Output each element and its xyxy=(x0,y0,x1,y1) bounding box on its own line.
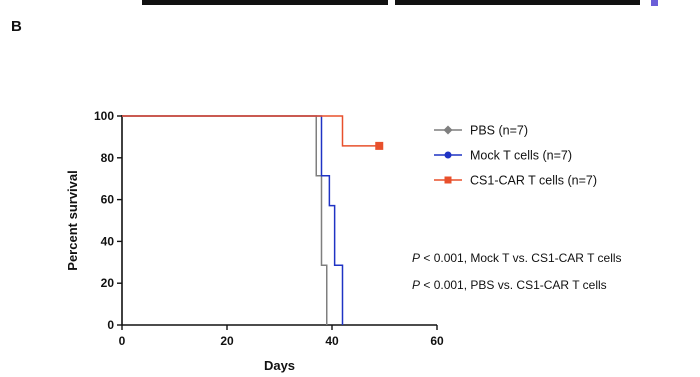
legend-label-3: CS1-CAR T cells (n=7) xyxy=(470,174,597,188)
legend-marker-1 xyxy=(443,125,453,135)
survival-plot: 0 20 40 60 80 100 0 20 40 60 Days Percent survival xyxy=(65,109,444,373)
legend-label-2: Mock T cells (n=7) xyxy=(470,149,572,163)
legend-label-1: PBS (n=7) xyxy=(470,124,528,138)
series-line-1 xyxy=(122,115,328,325)
x-tick-label: 0 xyxy=(119,334,126,348)
series-line-3 xyxy=(122,115,380,147)
series-end-marker-3 xyxy=(375,141,384,150)
blot-strip-left xyxy=(142,0,388,5)
y-tick-label: 80 xyxy=(101,151,115,165)
legend-marker-2 xyxy=(444,151,452,159)
y-tick-label: 20 xyxy=(101,276,115,290)
y-tick-label: 0 xyxy=(107,318,114,332)
blot-strip-right xyxy=(395,0,640,5)
series-layer xyxy=(122,115,384,325)
x-tick-label: 60 xyxy=(430,334,444,348)
pvalue-line-1: P < 0.001, Mock T vs. CS1-CAR T cells xyxy=(412,251,622,265)
y-axis-title: Percent survival xyxy=(65,170,80,270)
axes: 0 20 40 60 80 100 0 20 40 60 Days Percent survival xyxy=(65,109,444,373)
legend-marker-3 xyxy=(444,176,452,184)
x-tick-label: 40 xyxy=(325,334,339,348)
y-tick-label: 60 xyxy=(101,193,115,207)
blot-marker xyxy=(651,0,658,6)
legend: PBS (n=7) Mock T cells (n=7) CS1-CAR T cel… xyxy=(434,124,597,188)
x-axis-title: Days xyxy=(264,358,295,373)
pvalue-annotations: P < 0.001, Mock T vs. CS1-CAR T cells P … xyxy=(412,251,622,292)
x-tick-label: 20 xyxy=(220,334,234,348)
series-line-2 xyxy=(122,115,344,325)
y-tick-label: 100 xyxy=(94,109,114,123)
y-tick-label: 40 xyxy=(101,234,115,248)
pvalue-line-2: P < 0.001, PBS vs. CS1-CAR T cells xyxy=(412,278,607,292)
panel-letter: B xyxy=(11,18,22,35)
